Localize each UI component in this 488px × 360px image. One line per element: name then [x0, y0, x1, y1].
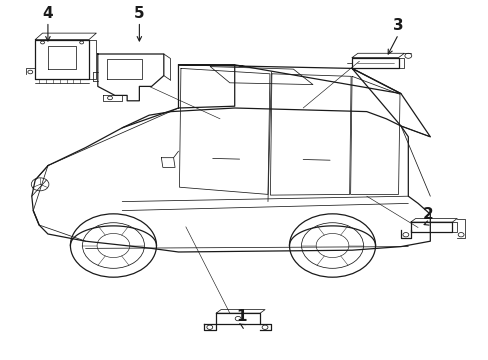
- Text: 2: 2: [422, 207, 432, 222]
- Text: 3: 3: [392, 18, 403, 33]
- Text: 4: 4: [42, 5, 53, 21]
- Text: 1: 1: [236, 309, 247, 324]
- Text: 5: 5: [134, 5, 144, 21]
